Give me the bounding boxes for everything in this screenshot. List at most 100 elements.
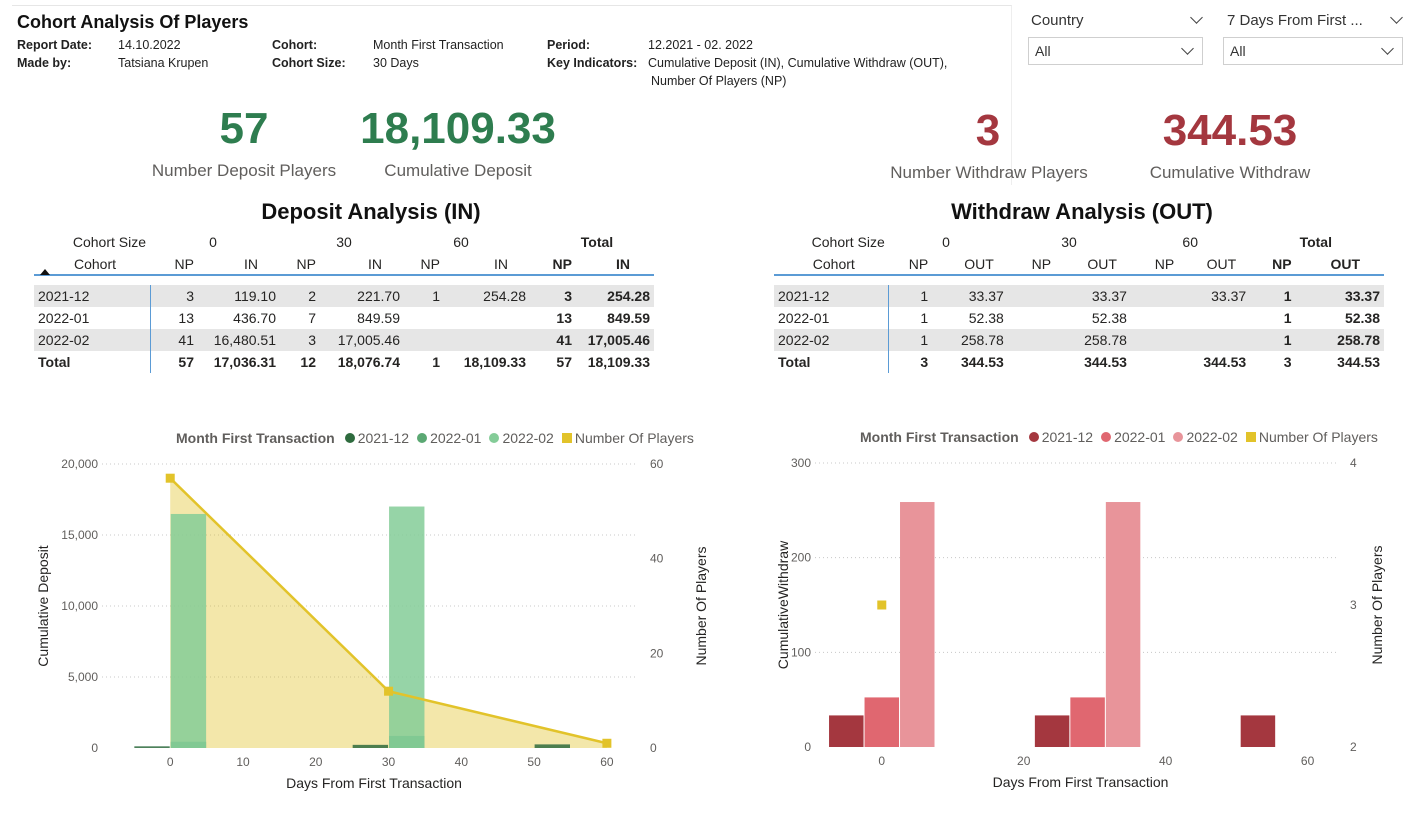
np-header: NP	[420, 255, 440, 272]
kpi-withdraw-players-label: Number Withdraw Players	[890, 163, 1088, 182]
meta-right-values: 12.2021 - 02. 2022 Cumulative Deposit (I…	[648, 36, 947, 90]
legend-dot-icon	[1173, 432, 1184, 442]
table-row[interactable]: 2022-02 41 16,480.51 3 17,005.46 41 17,0…	[34, 329, 654, 351]
country-slicer-header[interactable]: Country	[1031, 10, 1203, 30]
cohort-header[interactable]: Cohort	[34, 253, 150, 275]
country-dropdown[interactable]: All	[1028, 37, 1203, 65]
cohort-header[interactable]: Cohort	[812, 255, 855, 272]
x-tick-label: 10	[236, 755, 250, 769]
sort-ascending-icon[interactable]	[40, 269, 50, 275]
report-date-label: Report Date:	[17, 38, 93, 52]
legend-item-2022-02[interactable]: 2022-02	[1173, 429, 1238, 445]
legend-item-2021-12[interactable]: 2021-12	[344, 430, 409, 446]
players-marker	[384, 686, 394, 696]
withdraw-column-header-row: Cohort NP OUT NP OUT NP OUT NP OUT	[774, 253, 1384, 275]
y2-axis-title: Number Of Players	[1369, 545, 1385, 664]
legend-label: 2021-12	[1041, 429, 1094, 445]
bar	[900, 502, 935, 747]
y2-tick-label: 4	[1350, 456, 1357, 470]
y-tick-label: 300	[791, 456, 811, 470]
meta-left: Report Date: Made by:	[17, 36, 92, 72]
days-slicer-label: 7 Days From First ...	[1227, 11, 1363, 29]
y-tick-label: 0	[91, 741, 98, 755]
value-cell: 344.53	[1203, 354, 1247, 370]
legend-item-number-of-players[interactable]: Number Of Players	[561, 430, 694, 446]
value-cell	[1178, 307, 1250, 329]
days-dropdown[interactable]: All	[1223, 37, 1403, 65]
legend-label: 2022-01	[1114, 429, 1166, 445]
table-row[interactable]: 2022-01 1 52.38 52.38 1 52.38	[774, 307, 1384, 329]
legend-dot-icon	[1101, 432, 1112, 442]
total-row[interactable]: Total 57 17,036.31 12 18,076.74 1 18,109…	[34, 351, 654, 373]
value-total-cell: 258.78	[1295, 329, 1384, 351]
value-total-cell: 849.59	[607, 310, 650, 326]
legend-item-2021-12[interactable]: 2021-12	[1028, 429, 1094, 445]
np-header: NP	[296, 255, 316, 272]
in-header: IN	[244, 255, 258, 272]
legend-dot-icon	[344, 433, 355, 443]
out-total-header: OUT	[1330, 255, 1360, 272]
value-cell: 33.37	[1055, 285, 1131, 307]
out-header: OUT	[1087, 255, 1117, 272]
value-cell: 436.70	[233, 310, 276, 326]
players-area	[170, 478, 607, 748]
value-cell: 254.28	[444, 285, 530, 307]
size-header-60: 60	[453, 234, 469, 250]
legend-item-2022-02[interactable]: 2022-02	[489, 430, 554, 446]
np-cell	[1131, 307, 1178, 329]
value-cell: 52.38	[968, 310, 1004, 326]
chevron-down-icon[interactable]	[1390, 11, 1403, 24]
legend-item-2022-01[interactable]: 2022-01	[1101, 429, 1165, 445]
np-header: NP	[908, 255, 929, 272]
deposit-chart[interactable]: 0 5,000 10,000 15,000 20,000 0 20 40 60 0 10 20 30 40…	[0, 450, 720, 800]
chevron-down-icon	[1381, 42, 1394, 55]
np-cell: 57	[149, 351, 198, 373]
value-cell: 16,480.51	[198, 329, 280, 351]
chevron-down-icon[interactable]	[1190, 11, 1203, 24]
cohort-header-label: Cohort	[73, 255, 116, 272]
np-cell	[404, 329, 444, 351]
days-dropdown-value: All	[1230, 43, 1246, 59]
in-header: IN	[494, 255, 508, 272]
cohort-cell: 2021-12	[34, 285, 150, 307]
value-cell: 258.78	[932, 329, 1008, 351]
np-cell	[1130, 329, 1179, 351]
deposit-matrix: Cohort Size 0 30 60 Total Cohort NP IN N…	[34, 231, 654, 373]
table-row[interactable]: 2021-12 1 33.37 33.37 33.37 1 33.37	[774, 285, 1384, 307]
x-tick-label: 60	[1301, 754, 1315, 768]
np-cell: 1	[888, 307, 933, 329]
legend-square-icon	[1245, 432, 1256, 442]
legend-item-number-of-players[interactable]: Number Of Players	[1245, 429, 1378, 445]
total-row[interactable]: Total 3 344.53 344.53 344.53 3 344.53	[774, 351, 1384, 373]
np-cell	[1008, 351, 1055, 373]
legend-label: 2022-01	[430, 430, 482, 446]
meta-left-values: 14.10.2022 Tatsiana Krupen	[118, 36, 208, 72]
np-cell	[1131, 351, 1178, 373]
legend-dot-icon	[489, 433, 500, 443]
value-cell: 344.53	[960, 354, 1004, 370]
x-tick-label: 40	[455, 755, 469, 769]
kpi-cumulative-withdraw-label: Cumulative Withdraw	[1149, 163, 1311, 182]
table-row[interactable]: 2021-12 3 119.10 2 221.70 1 254.28 3 254…	[34, 285, 654, 307]
size-header-30: 30	[1061, 234, 1077, 250]
y-tick-label: 0	[804, 740, 811, 754]
size-header-60: 60	[1182, 234, 1198, 250]
x-tick-label: 0	[167, 755, 174, 769]
legend-label: Number Of Players	[1258, 429, 1378, 445]
cohort-cell: 2022-01	[38, 310, 90, 326]
bar	[1240, 715, 1276, 747]
in-header: IN	[368, 255, 382, 272]
deposit-column-header-row: Cohort NP IN NP IN NP IN NP IN	[34, 253, 654, 275]
in-total-header: IN	[616, 255, 630, 272]
meta-mid-values: Month First Transaction 30 Days	[373, 36, 504, 72]
x-tick-label: 50	[527, 755, 541, 769]
days-slicer-header[interactable]: 7 Days From First ...	[1227, 10, 1403, 30]
y2-tick-label: 20	[650, 646, 664, 660]
bar	[864, 697, 900, 747]
table-row[interactable]: 2022-02 1 258.78 258.78 1 258.78	[774, 329, 1384, 351]
period: 12.2021 - 02. 2022	[648, 38, 753, 52]
legend-item-2022-01[interactable]: 2022-01	[417, 430, 481, 446]
value-cell: 17,005.46	[320, 329, 404, 351]
table-row[interactable]: 2022-01 13 436.70 7 849.59 13 849.59	[34, 307, 654, 329]
